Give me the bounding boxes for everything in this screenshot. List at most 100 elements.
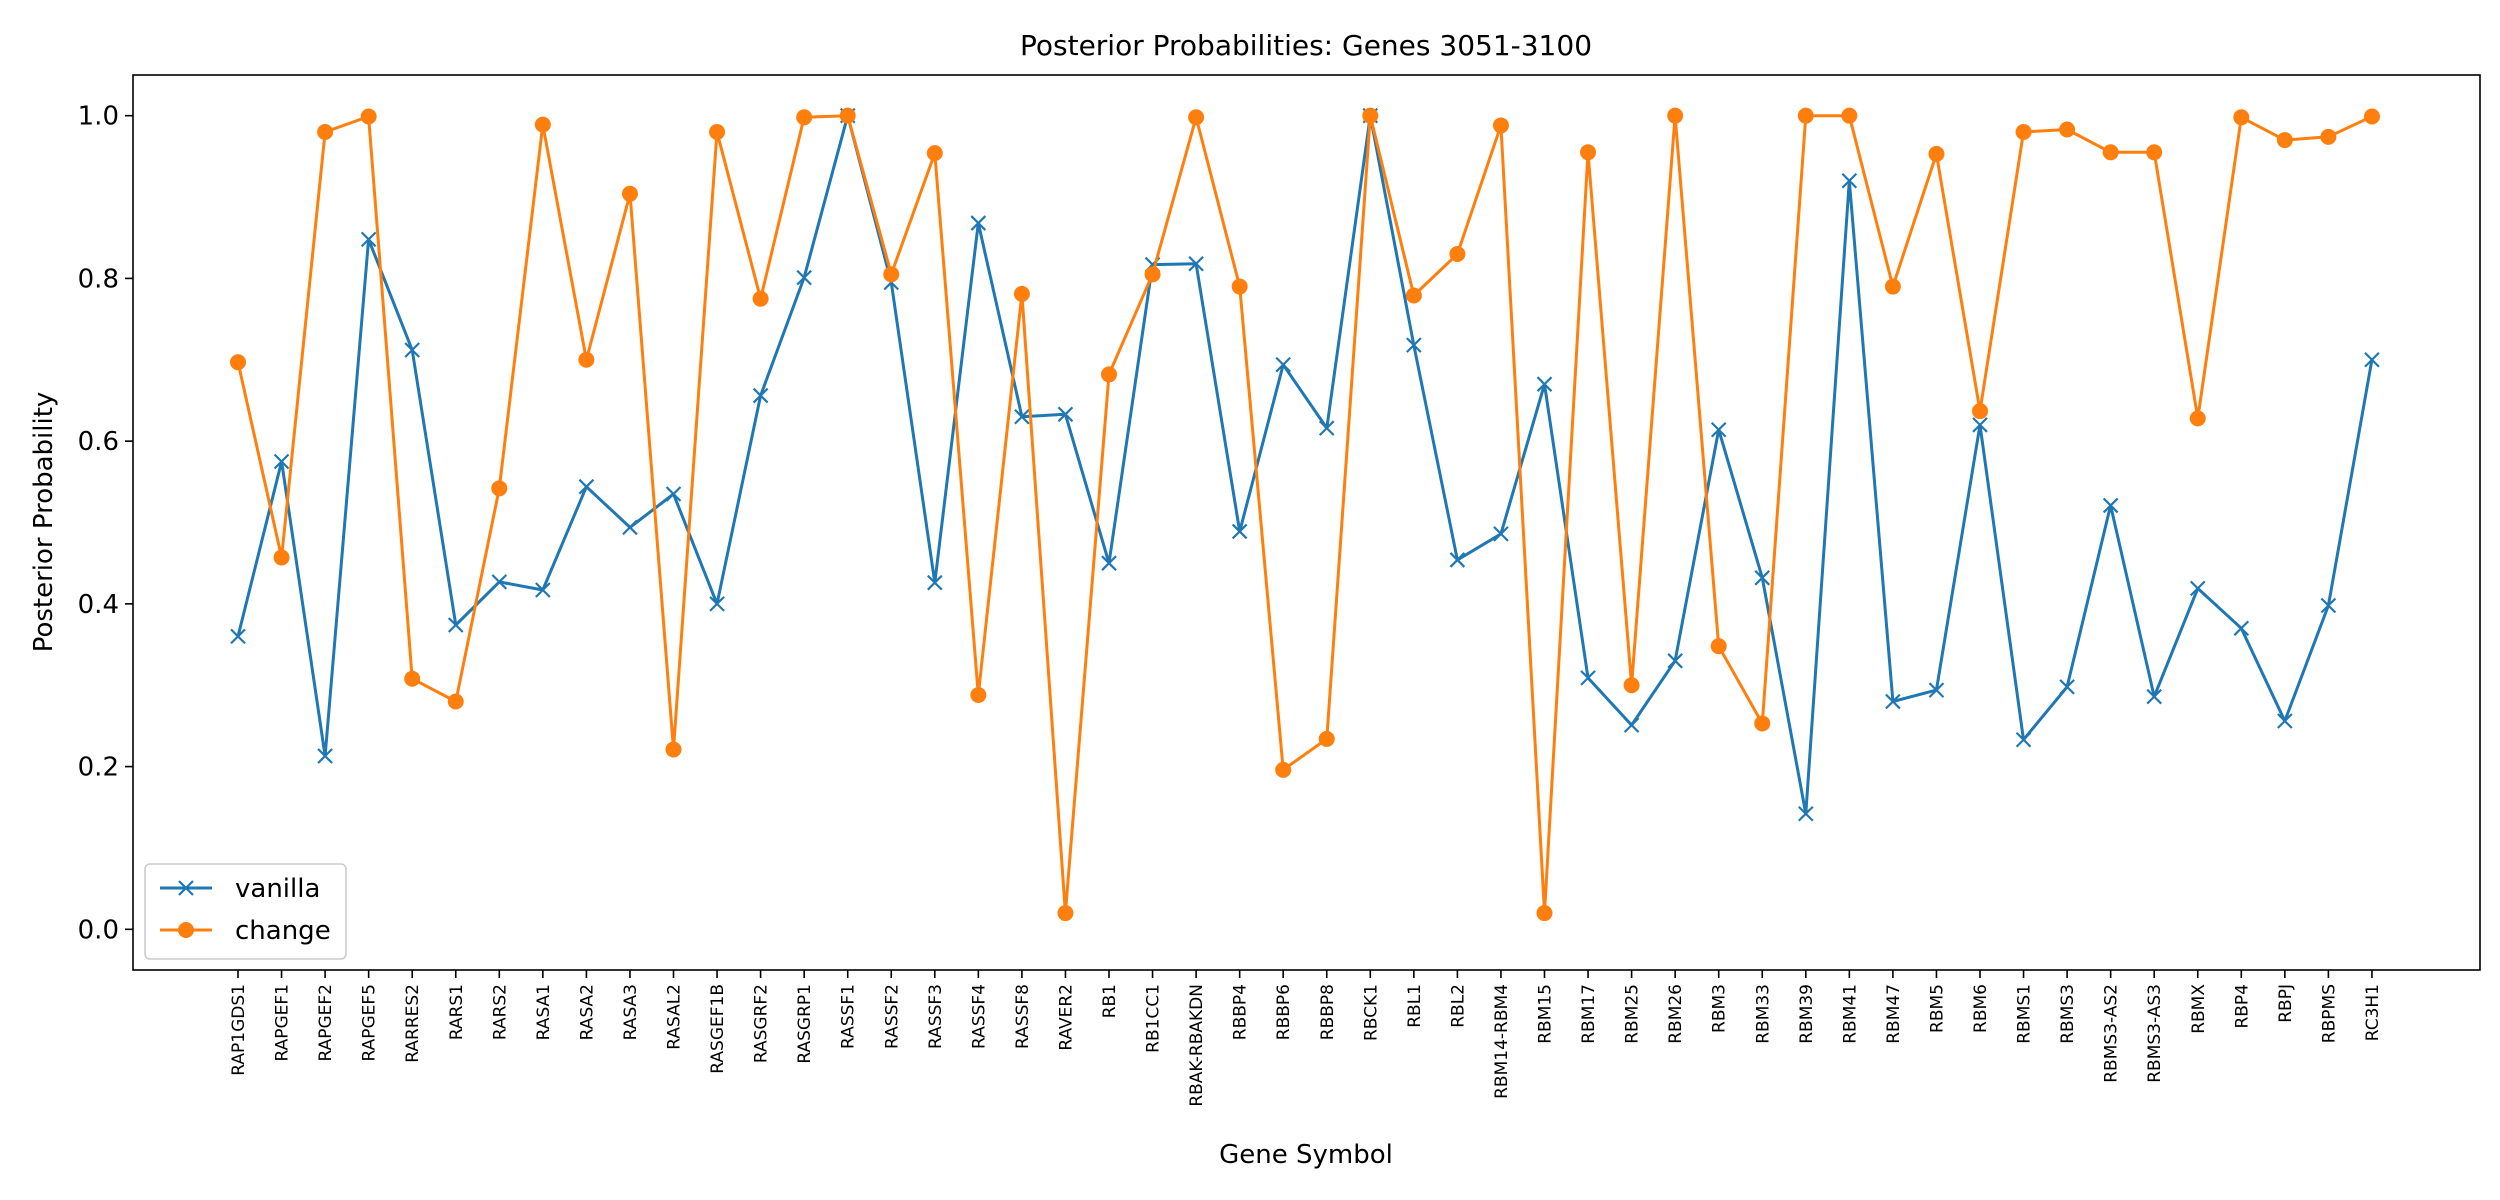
y-tick-label: 0.2 bbox=[78, 753, 119, 783]
vanilla-point bbox=[2320, 597, 2337, 614]
change-point bbox=[621, 185, 638, 202]
vanilla-point bbox=[1275, 356, 1291, 373]
x-tick-label: RBM25 bbox=[1623, 984, 1643, 1044]
x-tick-label: RBM26 bbox=[1666, 984, 1686, 1044]
legend: vanilla change bbox=[144, 863, 347, 960]
change-point bbox=[447, 693, 464, 710]
x-tick-label: RBMX bbox=[2189, 984, 2209, 1034]
x-tick-label: RARS1 bbox=[447, 984, 467, 1040]
vanilla-line bbox=[236, 114, 2374, 816]
vanilla-point bbox=[230, 628, 246, 645]
change-point bbox=[230, 354, 246, 371]
vanilla-point bbox=[1231, 523, 1248, 540]
change-point bbox=[1405, 287, 1422, 304]
x-tick-label: RBM47 bbox=[1884, 984, 1904, 1044]
change-point bbox=[534, 116, 551, 133]
vanilla-point bbox=[535, 582, 551, 598]
change-point bbox=[1797, 107, 1814, 124]
change-point bbox=[491, 480, 508, 497]
change-point bbox=[2015, 123, 2032, 140]
x-tick-label: RBP4 bbox=[2232, 984, 2252, 1029]
vanilla-point bbox=[665, 486, 682, 502]
change-point bbox=[1754, 715, 1771, 732]
change-point bbox=[2059, 121, 2076, 138]
change-point bbox=[1972, 403, 1988, 420]
change-point bbox=[1536, 905, 1553, 922]
x-tick-label: RBMS1 bbox=[2015, 984, 2035, 1044]
change-point bbox=[1013, 285, 1030, 302]
legend-entry-vanilla: vanilla bbox=[160, 874, 320, 904]
vanilla-point bbox=[1101, 555, 1117, 571]
change-point bbox=[1144, 266, 1161, 283]
x-tick-label: RBM41 bbox=[1840, 984, 1860, 1044]
change-point bbox=[2102, 144, 2119, 161]
change-point bbox=[1623, 677, 1640, 694]
vanilla-point bbox=[709, 596, 725, 612]
x-tick-label: RARRES2 bbox=[403, 984, 423, 1063]
change-point bbox=[1231, 278, 1248, 295]
series-change bbox=[230, 107, 2380, 922]
change-point bbox=[317, 123, 334, 140]
change-point bbox=[926, 145, 943, 162]
change-point bbox=[1841, 107, 1858, 124]
vanilla-point bbox=[796, 269, 812, 286]
y-tick-label: 0.0 bbox=[78, 915, 119, 945]
vanilla-point bbox=[2146, 688, 2162, 705]
change-point bbox=[1710, 638, 1727, 655]
x-tick-label: RC3H1 bbox=[2363, 984, 2383, 1041]
vanilla-point bbox=[1623, 717, 1640, 733]
x-tick-label: RBM14-RBM4 bbox=[1492, 984, 1512, 1099]
vanilla-point bbox=[1318, 420, 1335, 436]
vanilla-point bbox=[2364, 351, 2380, 368]
change-point bbox=[839, 107, 856, 124]
vanilla-point bbox=[2277, 713, 2293, 729]
y-axis: 0.0 0.2 0.4 0.6 0.8 1.0 bbox=[78, 102, 133, 945]
vanilla-point bbox=[2102, 497, 2119, 514]
vanilla-point bbox=[927, 574, 943, 591]
vanilla-point bbox=[970, 215, 987, 231]
x-tick-label: RBMS3-AS2 bbox=[2102, 984, 2122, 1083]
x-tick-label: RASA1 bbox=[534, 984, 554, 1040]
change-point bbox=[2233, 109, 2250, 126]
series-layer bbox=[230, 107, 2380, 922]
change-point bbox=[2320, 128, 2337, 145]
change-point bbox=[709, 123, 726, 140]
x-tick-label: RBM5 bbox=[1927, 984, 1947, 1033]
vanilla-point bbox=[1972, 417, 1988, 433]
x-tick-label: RBM15 bbox=[1536, 984, 1556, 1044]
vanilla-point bbox=[1580, 670, 1596, 686]
vanilla-point bbox=[1710, 421, 1727, 438]
x-tick-label: RBL1 bbox=[1405, 984, 1425, 1028]
change-point bbox=[665, 741, 682, 758]
change-line bbox=[236, 114, 2373, 915]
plot-area bbox=[132, 74, 2481, 971]
vanilla-point bbox=[1449, 552, 1466, 568]
vanilla-point bbox=[2189, 580, 2206, 597]
x-tick-label: RBM17 bbox=[1579, 984, 1599, 1044]
x-tick-label: RBPMS bbox=[2319, 984, 2339, 1043]
chart-title: Posterior Probabilities: Genes 3051-3100 bbox=[1020, 29, 1592, 62]
change-point bbox=[360, 108, 377, 125]
x-tick-label: RAVER2 bbox=[1056, 984, 1076, 1051]
x-tick-label: RBPJ bbox=[2276, 984, 2296, 1023]
x-tick-label: RBAK-RBAKDN bbox=[1187, 984, 1207, 1107]
x-tick-label: RBMS3-AS3 bbox=[2145, 984, 2165, 1083]
change-point bbox=[1580, 144, 1597, 161]
legend-label: vanilla bbox=[235, 874, 320, 904]
change-point bbox=[1057, 905, 1074, 922]
change-point bbox=[1884, 278, 1901, 295]
change-point bbox=[1928, 145, 1945, 162]
vanilla-point bbox=[491, 574, 508, 590]
vanilla-point bbox=[1406, 337, 1422, 353]
vanilla-point bbox=[1928, 682, 1945, 698]
x-tick-label: RASGRF2 bbox=[752, 984, 772, 1063]
vanilla-point bbox=[404, 342, 420, 358]
change-point bbox=[1318, 730, 1335, 747]
vanilla-point bbox=[1188, 255, 1204, 272]
y-tick-label: 0.6 bbox=[78, 427, 119, 457]
change-point bbox=[1188, 109, 1205, 126]
vanilla-point bbox=[1667, 653, 1683, 669]
change-point bbox=[1667, 107, 1684, 124]
